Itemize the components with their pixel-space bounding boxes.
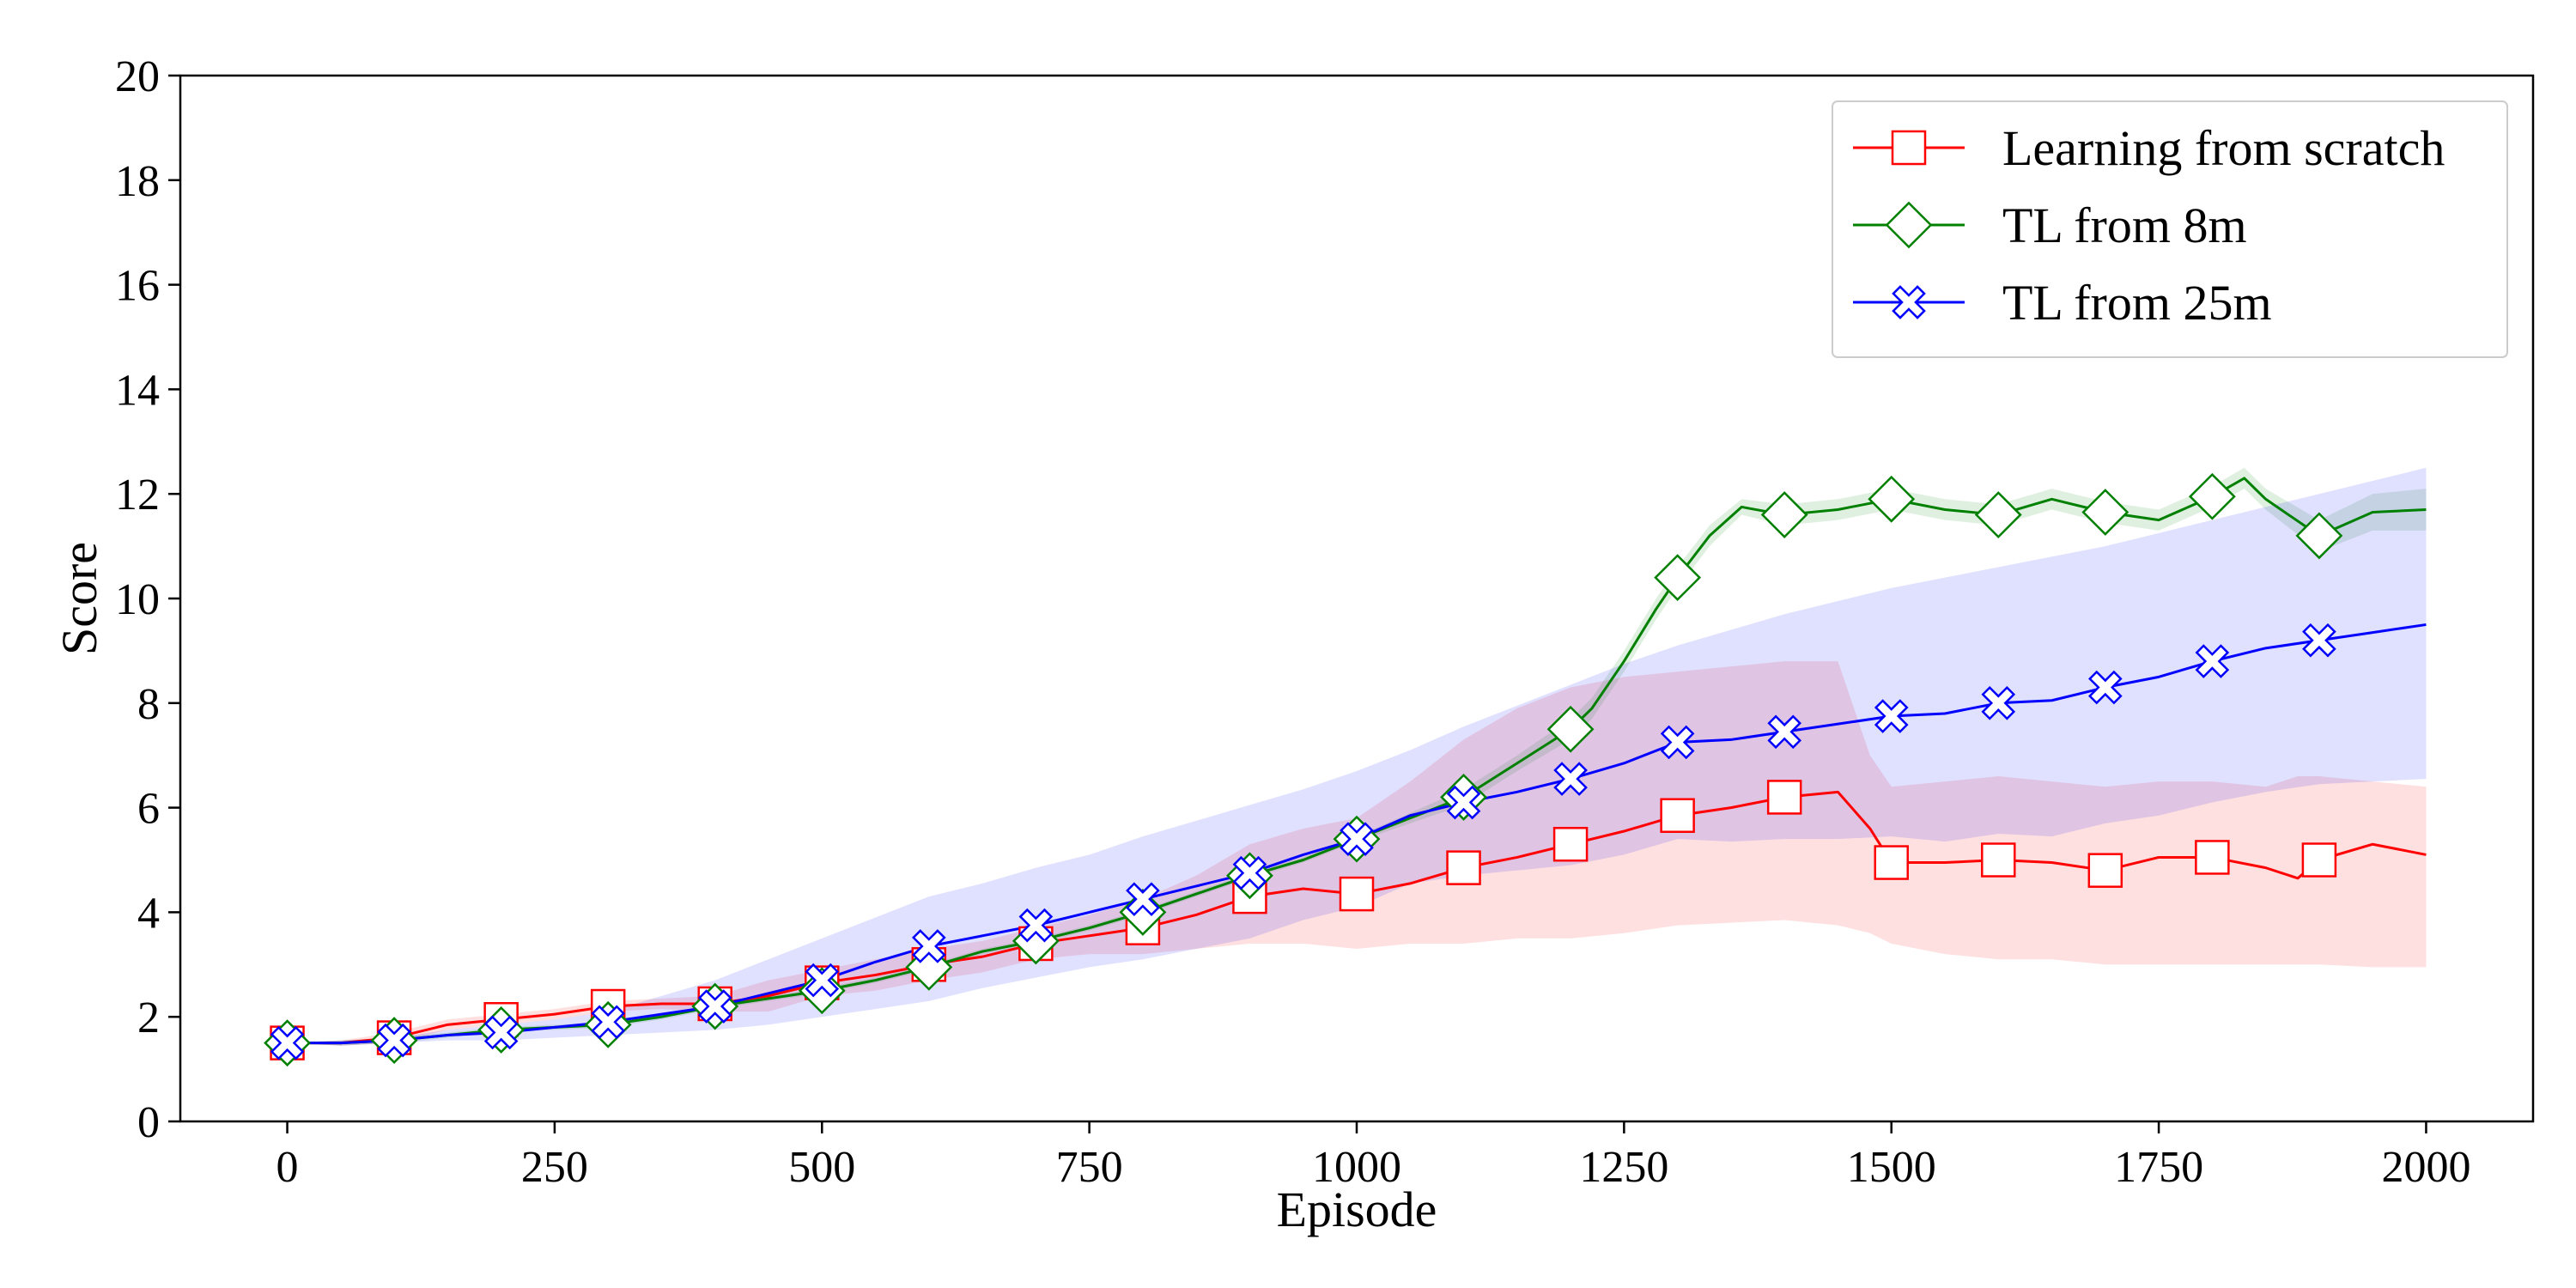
- y-tick-label: 4: [137, 889, 160, 938]
- x-tick-label: 1000: [1312, 1143, 1401, 1192]
- y-axis-label: Score: [52, 542, 107, 655]
- series-2-marker: [2295, 512, 2343, 560]
- series-3-marker: [1553, 762, 1588, 796]
- series-3-marker: [805, 963, 840, 998]
- y-tick-label: 2: [137, 993, 160, 1042]
- series-1-marker: [1766, 780, 1802, 815]
- y-tick-label: 0: [137, 1098, 160, 1147]
- y-tick-label: 6: [137, 785, 160, 834]
- y-axis: 0 2 4 6 8 10 12 14 16 18 20: [115, 52, 180, 1147]
- series-3-marker: [2302, 623, 2336, 658]
- series-3-band: [287, 467, 2427, 1046]
- series-1-marker: [1552, 826, 1589, 862]
- series-3-marker: [591, 1005, 625, 1040]
- y-tick-label: 16: [115, 262, 160, 311]
- legend-entry-2-label: TL from 8m: [2002, 197, 2247, 253]
- series-1-marker: [1660, 798, 1695, 833]
- x-tick-label: 1500: [1847, 1143, 1936, 1192]
- x-tick-label: 500: [788, 1143, 855, 1192]
- series-3-marker: [270, 1025, 305, 1060]
- series-3-marker: [1446, 785, 1481, 820]
- series-3-marker: [1874, 699, 1909, 733]
- series-1-marker: [2301, 842, 2337, 878]
- series-2-marker: [1760, 491, 1808, 538]
- series-2-marker: [2188, 472, 2236, 520]
- series-3-marker: [1018, 908, 1054, 943]
- series-1-marker: [1446, 850, 1481, 885]
- series-3-marker: [483, 1015, 519, 1050]
- series-2-marker: [1546, 705, 1595, 753]
- x-axis-label: Episode: [1277, 1182, 1437, 1237]
- series-2-marker: [1868, 475, 1916, 523]
- series-3-marker: [1126, 882, 1160, 916]
- series-2-marker: [1974, 491, 2022, 538]
- series-3-marker: [1767, 714, 1801, 750]
- series-3-marker: [2195, 644, 2230, 678]
- legend-entry-3-label: TL from 25m: [2002, 275, 2272, 331]
- x-tick-label: 1250: [1579, 1143, 1668, 1192]
- series-markers: [264, 472, 2343, 1067]
- y-tick-label: 18: [115, 157, 160, 206]
- y-tick-label: 8: [137, 680, 160, 729]
- confidence-bands: [287, 467, 2427, 1046]
- legend: Learning from scratch TL from 8m TL from 2…: [1832, 100, 2508, 358]
- y-tick-label: 20: [115, 52, 160, 101]
- x-axis: 0 250 500 750 1000 1250 1500 1750 2000: [276, 1121, 2470, 1192]
- series-1-marker: [1339, 876, 1375, 912]
- series-3-marker: [1660, 725, 1695, 760]
- x-tick-label: 750: [1056, 1143, 1123, 1192]
- series-1-marker: [1981, 842, 2016, 878]
- series-1-marker: [2195, 840, 2230, 875]
- series-3-marker: [1981, 685, 2016, 720]
- series-2-marker: [798, 967, 846, 1015]
- x-tick-label: 0: [276, 1143, 299, 1192]
- legend-box: [1832, 100, 2508, 358]
- y-tick-label: 14: [115, 366, 160, 415]
- series-1-marker: [1874, 845, 1909, 880]
- legend-entry-1-label: Learning from scratch: [2002, 120, 2445, 176]
- series-3-marker: [697, 989, 732, 1024]
- series-2-marker: [2081, 489, 2129, 536]
- series-1-marker: [2087, 853, 2123, 888]
- x-tick-label: 1750: [2114, 1143, 2203, 1192]
- x-tick-label: 2000: [2381, 1143, 2470, 1192]
- legend-entry-3-marker: [1892, 285, 1926, 319]
- y-tick-label: 10: [115, 575, 160, 624]
- legend-entry-2-marker: [1885, 201, 1933, 249]
- series-3-marker: [1232, 855, 1267, 890]
- series-3-marker: [912, 929, 946, 963]
- series-3-marker: [2088, 670, 2123, 705]
- series-2-marker: [1119, 888, 1167, 936]
- legend-entry-1-marker: [1891, 130, 1927, 166]
- y-tick-label: 12: [115, 471, 160, 519]
- x-tick-label: 250: [521, 1143, 588, 1192]
- series-2-marker: [1654, 554, 1702, 602]
- series-3-marker: [1340, 822, 1374, 856]
- series-3-marker: [377, 1023, 411, 1058]
